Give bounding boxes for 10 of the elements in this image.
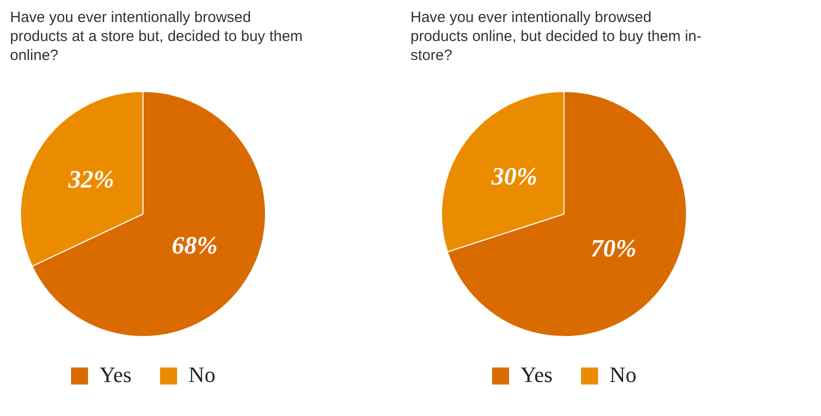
data-label: 30% bbox=[490, 163, 537, 190]
legend-label: Yes bbox=[100, 362, 132, 387]
data-label: 68% bbox=[172, 232, 218, 260]
chart-title: Have you ever intentionally browsed products at a store but, decided to buy them online? bbox=[10, 8, 304, 65]
legend-label: No bbox=[188, 362, 216, 387]
legend-label: No bbox=[609, 362, 636, 387]
data-label: 70% bbox=[590, 235, 636, 262]
chart-title: Have you ever intentionally browsed products online, but decided to buy them in-store? bbox=[410, 8, 703, 65]
data-label: 32% bbox=[67, 166, 114, 194]
legend-label: Yes bbox=[520, 362, 552, 387]
